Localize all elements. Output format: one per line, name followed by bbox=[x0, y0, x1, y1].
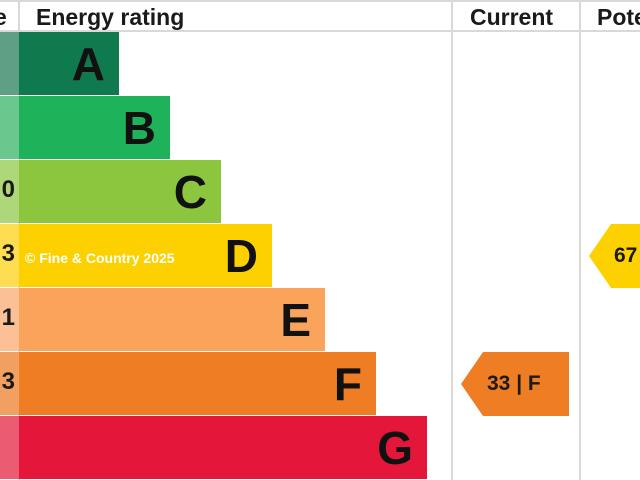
score-range-label: 3 bbox=[1, 240, 15, 267]
band-letter: E bbox=[280, 293, 311, 346]
score-range-label: 0 bbox=[1, 176, 15, 203]
band-letter: D bbox=[224, 229, 258, 282]
band-a: A bbox=[19, 32, 119, 95]
current-rating-arrow: 33 | F bbox=[461, 352, 569, 416]
score-strip-c: 0 bbox=[0, 160, 19, 223]
score-strip-d: 3 bbox=[0, 224, 19, 287]
score-strip-a bbox=[0, 32, 19, 95]
potential-header: Pote bbox=[597, 4, 640, 30]
column-divider bbox=[579, 0, 581, 480]
score-strip-b bbox=[0, 96, 19, 159]
score-range-label: 3 bbox=[1, 368, 15, 395]
column-divider bbox=[451, 0, 453, 480]
band-c: C bbox=[19, 160, 221, 223]
band-letter: A bbox=[71, 37, 105, 90]
band-letter: C bbox=[173, 165, 207, 218]
energy-rating-header: Energy rating bbox=[36, 4, 185, 30]
potential-rating-arrow: 67 bbox=[589, 224, 640, 288]
score-column-header: e bbox=[0, 4, 7, 30]
score-strip-e: 1 bbox=[0, 288, 19, 351]
band-g: G bbox=[19, 416, 427, 479]
band-e: E bbox=[19, 288, 325, 351]
top-border bbox=[0, 0, 640, 2]
copyright-watermark: © Fine & Country 2025 bbox=[25, 250, 175, 266]
band-letter: G bbox=[377, 421, 413, 474]
band-letter: B bbox=[122, 101, 156, 154]
score-strip-g bbox=[0, 416, 19, 479]
current-rating-value: 33 | F bbox=[487, 372, 541, 395]
current-header: Current bbox=[470, 4, 554, 30]
band-letter: F bbox=[333, 357, 362, 410]
potential-rating-value: 67 bbox=[614, 244, 638, 267]
band-b: B bbox=[19, 96, 170, 159]
band-f: F bbox=[19, 352, 376, 415]
header-divider bbox=[0, 30, 640, 32]
score-strip-f: 3 bbox=[0, 352, 19, 415]
band-d: D bbox=[19, 224, 272, 287]
score-range-label: 1 bbox=[1, 304, 15, 331]
